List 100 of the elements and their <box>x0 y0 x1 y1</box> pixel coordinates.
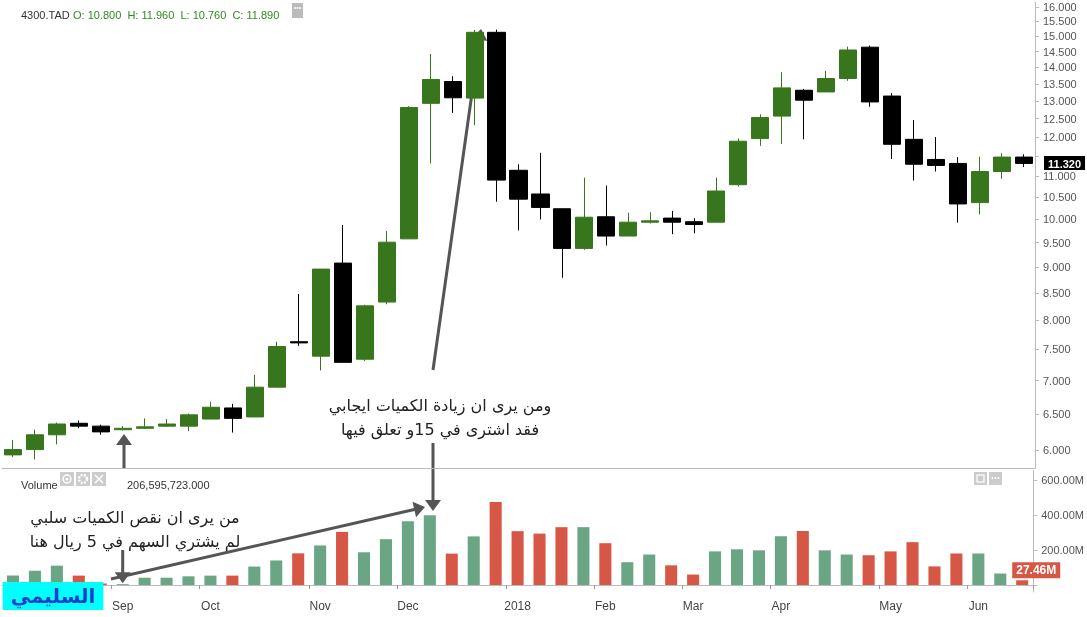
y-tick-label: 15.500 <box>1043 15 1077 28</box>
bar <box>467 536 480 586</box>
y-tick-label: 10.000 <box>1043 213 1077 226</box>
x-tick-label: Dec <box>397 599 419 613</box>
bar <box>182 576 195 586</box>
bar <box>621 562 634 586</box>
candlestick <box>839 46 857 82</box>
y-tick-label: 6.000 <box>1043 444 1071 457</box>
candlestick <box>729 138 747 187</box>
bar <box>555 527 568 586</box>
y-tick-label: 9.500 <box>1043 236 1071 249</box>
y-tick-label: 13.500 <box>1043 77 1077 90</box>
x-tick-label: Sep <box>111 599 134 613</box>
x-tick-label: Feb <box>595 599 617 613</box>
candlestick <box>180 412 198 432</box>
y-tick-label: 12.500 <box>1043 112 1077 125</box>
y-tick-label: 16.000 <box>1043 1 1077 14</box>
y-tick-label: 7.500 <box>1043 343 1071 356</box>
bar <box>511 531 524 586</box>
bar <box>687 574 700 586</box>
candlestick <box>356 304 374 362</box>
text: Volume <box>21 478 58 491</box>
candlestick <box>48 422 66 445</box>
candlestick <box>949 156 967 224</box>
candlestick <box>993 152 1011 180</box>
candlestick <box>334 224 352 363</box>
bar <box>906 542 919 586</box>
x-tick-label: Jun <box>968 599 989 613</box>
bar <box>533 533 546 586</box>
y-tick-label: 600.00M <box>1041 474 1084 487</box>
bar <box>796 531 809 586</box>
annotation: ومن يرى ان زيادة الكميات ايجابي فقد اشترى في 15و تعلق فيها <box>328 395 552 440</box>
bar <box>862 555 875 586</box>
bar <box>204 575 217 586</box>
bar <box>577 527 590 586</box>
candlestick <box>597 185 615 247</box>
candlestick <box>509 163 528 231</box>
candlestick <box>773 71 791 145</box>
bar <box>840 554 853 586</box>
y-tick-label: 11.000 <box>1043 170 1076 183</box>
candlestick <box>26 429 44 460</box>
candlestick <box>553 208 571 279</box>
text: 11.320 <box>1048 157 1082 170</box>
candlestick <box>202 401 220 420</box>
candlestick <box>883 92 901 160</box>
annotation: من يرى ان نقص الكميات سلبي لم يشتري السهم في 5 ريال هنا <box>29 507 241 552</box>
x-tick-label: Nov <box>309 599 331 613</box>
text: O: 10.800 H: 11.960 L: 10.760 C: 11.890 <box>73 8 280 21</box>
bar <box>292 553 305 586</box>
candlestick <box>663 210 681 235</box>
candlestick <box>246 374 264 418</box>
candlestick <box>268 341 286 388</box>
bar <box>226 575 239 586</box>
candlestick <box>224 403 242 434</box>
bar <box>752 550 765 586</box>
bar <box>994 573 1007 586</box>
bar <box>928 566 941 586</box>
x-tick-label: Oct <box>201 599 221 613</box>
candlestick <box>92 424 110 436</box>
y-tick-label: 10.500 <box>1043 191 1077 204</box>
candlestick <box>158 418 176 428</box>
y-tick-label: 12.000 <box>1043 131 1077 144</box>
candlestick <box>641 211 659 225</box>
y-tick-label: 14.500 <box>1043 45 1077 58</box>
x-tick-label: 2018 <box>504 599 532 613</box>
candlestick <box>971 156 989 216</box>
bar <box>1016 580 1029 586</box>
y-tick-label: 8.500 <box>1043 286 1071 299</box>
bar <box>950 553 963 586</box>
bar <box>423 515 436 586</box>
text: 206,595,723.000 <box>127 478 210 491</box>
candlestick <box>422 53 440 164</box>
y-tick-label: 8.000 <box>1043 314 1071 327</box>
candlestick <box>312 268 330 371</box>
candlestick <box>487 29 506 203</box>
candlestick <box>444 75 462 114</box>
candlestick <box>575 177 593 251</box>
candlestick <box>4 439 22 458</box>
x-tick-label: May <box>879 599 902 613</box>
candlestick <box>531 152 550 220</box>
candlestick <box>817 70 835 93</box>
bar <box>314 545 327 586</box>
bar <box>248 566 261 586</box>
text: 4300.TAD <box>21 8 70 21</box>
candlestick <box>400 105 418 240</box>
candlestick <box>378 230 396 305</box>
candlestick <box>290 293 308 347</box>
bar <box>599 543 612 586</box>
y-tick-label: 6.500 <box>1043 408 1071 421</box>
bar <box>884 551 897 586</box>
bar <box>818 550 831 586</box>
candlestick <box>685 217 703 234</box>
y-tick-label: 14.000 <box>1043 61 1077 74</box>
y-tick-label: 200.00M <box>1041 544 1084 557</box>
bar <box>643 554 656 586</box>
bar <box>489 502 502 586</box>
bar <box>357 552 371 586</box>
bar <box>774 536 787 586</box>
annotation: السليمي <box>10 584 96 609</box>
candlestick <box>136 417 154 430</box>
